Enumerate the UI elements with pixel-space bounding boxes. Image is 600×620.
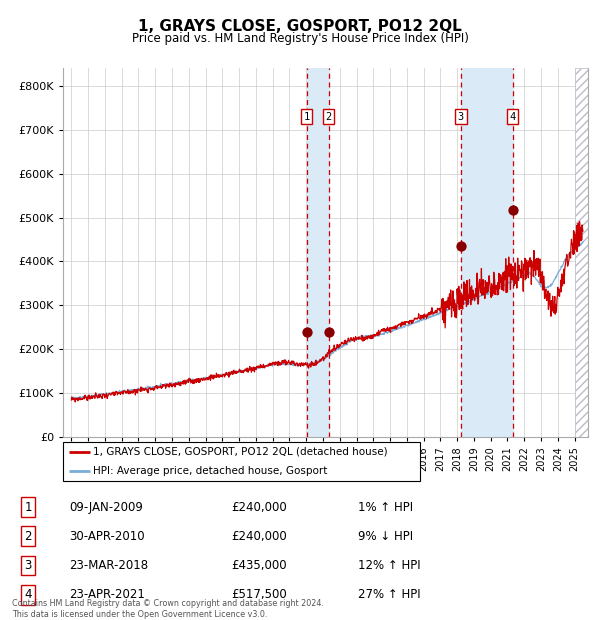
Text: 12% ↑ HPI: 12% ↑ HPI bbox=[358, 559, 420, 572]
Text: 4: 4 bbox=[25, 588, 32, 601]
Text: 3: 3 bbox=[458, 112, 464, 122]
Text: 3: 3 bbox=[25, 559, 32, 572]
Text: 1% ↑ HPI: 1% ↑ HPI bbox=[358, 500, 413, 513]
Text: 1, GRAYS CLOSE, GOSPORT, PO12 2QL: 1, GRAYS CLOSE, GOSPORT, PO12 2QL bbox=[138, 19, 462, 33]
Text: £240,000: £240,000 bbox=[231, 529, 287, 542]
Text: 9% ↓ HPI: 9% ↓ HPI bbox=[358, 529, 413, 542]
Point bbox=[508, 205, 517, 215]
Text: 09-JAN-2009: 09-JAN-2009 bbox=[70, 500, 143, 513]
Text: £435,000: £435,000 bbox=[231, 559, 287, 572]
Point bbox=[324, 327, 334, 337]
Bar bbox=[575, 68, 588, 437]
Point bbox=[456, 241, 466, 251]
Bar bbox=[307, 68, 329, 437]
Text: 1: 1 bbox=[25, 500, 32, 513]
Text: £240,000: £240,000 bbox=[231, 500, 287, 513]
Text: HPI: Average price, detached house, Gosport: HPI: Average price, detached house, Gosp… bbox=[94, 466, 328, 476]
Text: 23-MAR-2018: 23-MAR-2018 bbox=[70, 559, 149, 572]
Text: 1: 1 bbox=[304, 112, 310, 122]
Text: £517,500: £517,500 bbox=[231, 588, 287, 601]
Text: 30-APR-2010: 30-APR-2010 bbox=[70, 529, 145, 542]
Bar bbox=[461, 68, 512, 437]
Text: 27% ↑ HPI: 27% ↑ HPI bbox=[358, 588, 420, 601]
Text: 4: 4 bbox=[509, 112, 516, 122]
FancyBboxPatch shape bbox=[63, 442, 420, 481]
Point bbox=[302, 327, 311, 337]
Text: 1, GRAYS CLOSE, GOSPORT, PO12 2QL (detached house): 1, GRAYS CLOSE, GOSPORT, PO12 2QL (detac… bbox=[94, 446, 388, 457]
Text: 2: 2 bbox=[325, 112, 332, 122]
Text: Contains HM Land Registry data © Crown copyright and database right 2024.
This d: Contains HM Land Registry data © Crown c… bbox=[12, 600, 324, 619]
Text: Price paid vs. HM Land Registry's House Price Index (HPI): Price paid vs. HM Land Registry's House … bbox=[131, 32, 469, 45]
Text: 2: 2 bbox=[25, 529, 32, 542]
Text: 23-APR-2021: 23-APR-2021 bbox=[70, 588, 145, 601]
